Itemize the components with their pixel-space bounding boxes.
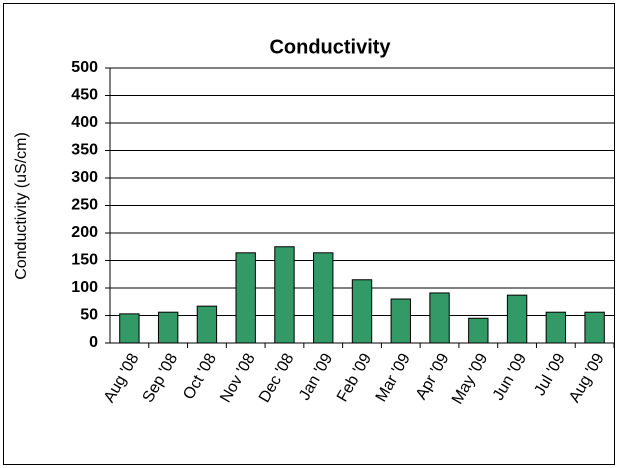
y-tick-label: 0 <box>89 334 98 351</box>
y-axis-label: Conductivity (uS/cm) <box>13 132 30 280</box>
y-tick-label: 250 <box>71 197 98 214</box>
bar <box>274 246 295 344</box>
bar <box>351 279 373 344</box>
y-tick-label: 100 <box>71 279 98 296</box>
bar <box>468 317 489 344</box>
bar <box>390 298 411 344</box>
chart-frame <box>3 3 615 465</box>
bar <box>584 311 605 344</box>
bar <box>157 311 179 344</box>
chart-title: Conductivity <box>269 36 391 58</box>
bar <box>196 305 218 344</box>
y-tick-label: 400 <box>71 114 98 131</box>
y-tick-label: 450 <box>71 87 98 104</box>
bar <box>119 313 140 344</box>
y-tick-label: 350 <box>71 142 98 159</box>
y-tick-label: 200 <box>71 224 98 241</box>
bar <box>235 252 256 344</box>
y-tick-label: 50 <box>80 307 98 324</box>
bar <box>545 311 567 344</box>
y-tick-label: 150 <box>71 252 98 269</box>
y-tick-label: 500 <box>71 59 98 76</box>
bar <box>313 252 334 344</box>
bar <box>429 292 450 344</box>
bar <box>506 294 528 344</box>
y-tick-label: 300 <box>71 169 98 186</box>
